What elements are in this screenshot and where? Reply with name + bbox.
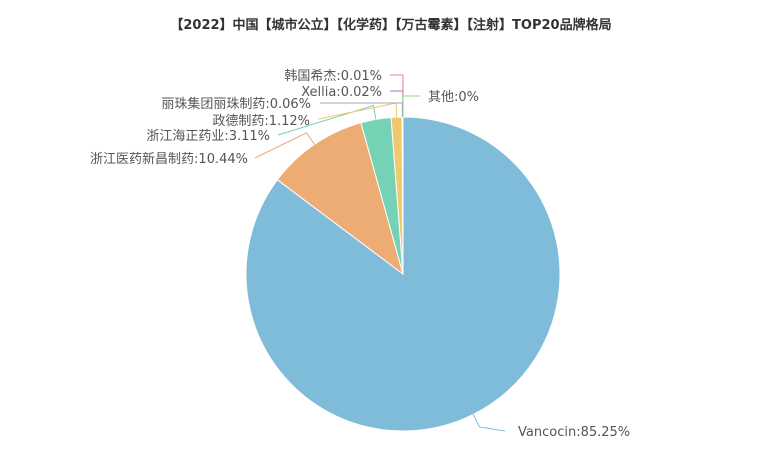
chart-title: 【2022】中国【城市公立】【化学药】【万古霉素】【注射】TOP20品牌格局 xyxy=(170,18,612,33)
slice-label: 政德制药:1.12% xyxy=(212,114,310,129)
slice-label: 其他:0% xyxy=(428,90,479,105)
slice-label: Vancocin:85.25% xyxy=(518,425,630,440)
leader-line xyxy=(402,95,420,117)
slice-label: Xellia:0.02% xyxy=(301,85,382,100)
slice-label: 韩国希杰:0.01% xyxy=(284,69,382,84)
slice-label: 浙江医药新昌制药:10.44% xyxy=(90,151,248,167)
leader-line xyxy=(472,414,506,432)
leader-line xyxy=(254,132,315,159)
slice-label: 丽珠集团丽珠制药:0.06% xyxy=(161,96,311,112)
slice-label: 浙江海正药业:3.11% xyxy=(146,129,270,144)
leader-line xyxy=(317,102,398,120)
leader-line xyxy=(277,104,377,136)
